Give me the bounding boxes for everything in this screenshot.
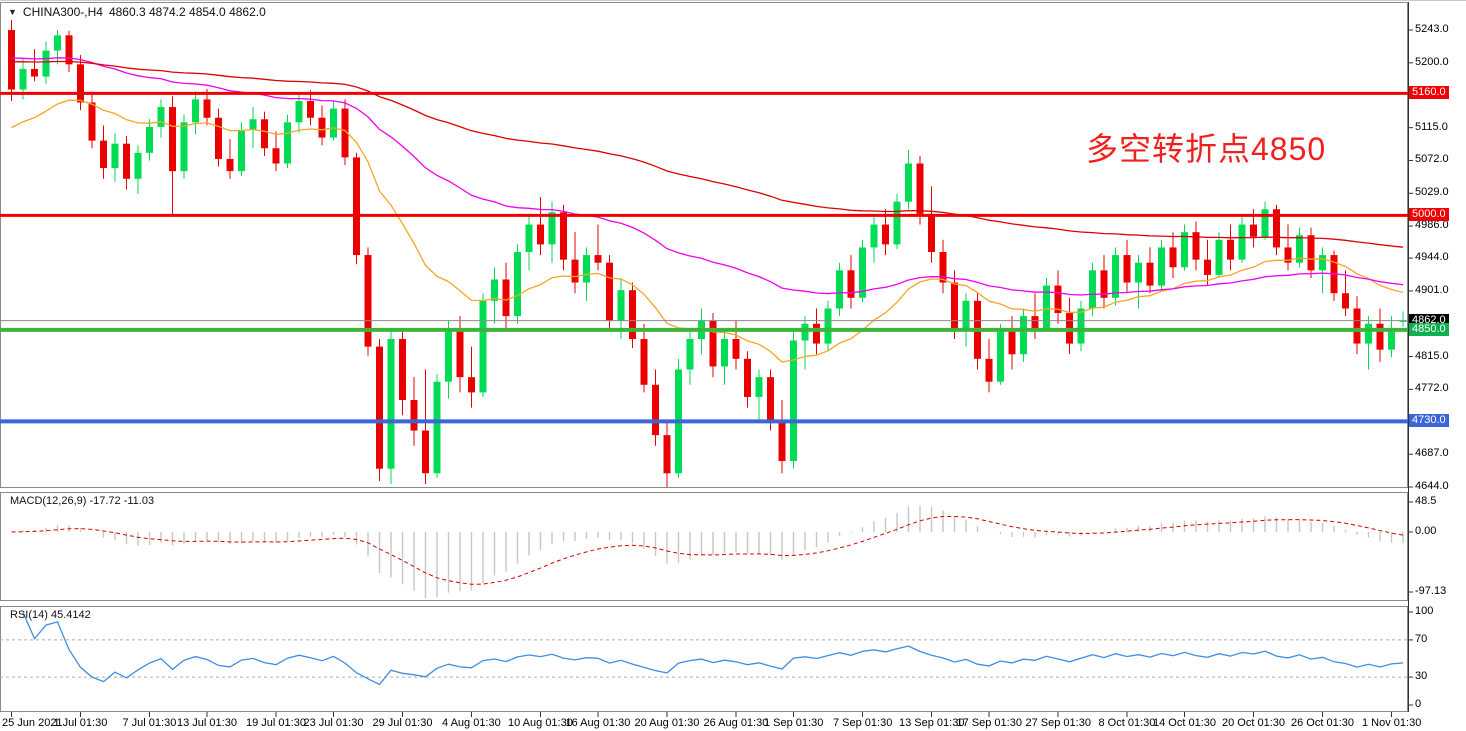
turning-point-annotation[interactable]: 多空转折点4850 (1086, 131, 1327, 167)
rsi-line (22, 612, 1404, 686)
macd-histogram (22, 505, 1404, 598)
macd-signal-line (11, 516, 1404, 585)
time-axis-label: 29 Jul 01:30 (372, 717, 433, 729)
price-axis-label: 5029.0 (1415, 186, 1449, 199)
price-axis-label: 5115.0 (1415, 120, 1448, 133)
rsi-axis-label: 100 (1415, 605, 1434, 617)
rsi-axis-label: 0 (1415, 698, 1422, 710)
time-axis-label: 27 Sep 01:30 (1025, 717, 1091, 729)
price-badge-4850: 4850.0 (1409, 322, 1449, 336)
rsi-axis-label: 30 (1415, 670, 1428, 683)
price-axis-label: 5072.0 (1415, 153, 1449, 166)
candles-series (8, 20, 1407, 487)
time-axis-label: 26 Oct 01:30 (1291, 717, 1354, 729)
time-axis-label: 26 Aug 01:30 (703, 717, 769, 729)
price-axis-label: 4687.0 (1415, 447, 1449, 460)
price-axis-label: 4644.0 (1415, 480, 1449, 492)
macd-axis-label: 0.00 (1415, 524, 1437, 537)
time-axis-label: 17 Sep 01:30 (956, 717, 1022, 729)
time-axis-label: 20 Oct 01:30 (1222, 717, 1285, 729)
collapse-chart-icon[interactable]: ▼ (8, 7, 17, 17)
time-axis-label: 19 Jul 01:30 (246, 717, 306, 729)
ohlc-readout: 4860.3 4874.2 4854.0 4862.0 (108, 5, 266, 19)
price-axis-label: 4815.0 (1415, 349, 1449, 362)
time-axis-label: 23 Jul 01:30 (303, 717, 364, 729)
chart-title-bar: ▼ CHINA300-,H4 4860.3 4874.2 4854.0 4862… (8, 5, 266, 19)
price-axis-label: 4944.0 (1415, 251, 1449, 264)
price-axis-label: 4901.0 (1415, 283, 1449, 296)
time-axis-label: 1 Jul 01:30 (53, 717, 108, 729)
price-badge-4730: 4730.0 (1409, 414, 1449, 428)
time-axis-label: 1 Nov 01:30 (1362, 717, 1422, 729)
price-axis-label: 5243.0 (1415, 23, 1449, 35)
time-axis-label: 7 Jul 01:30 (122, 717, 177, 729)
time-axis-label: 14 Oct 01:30 (1153, 717, 1216, 729)
time-axis-label: 7 Sep 01:30 (833, 717, 893, 729)
price-badge-5000: 5000.0 (1409, 208, 1449, 222)
time-axis-label: 13 Sep 01:30 (899, 717, 965, 729)
price-axis-label: 4986.0 (1415, 219, 1449, 232)
time-axis-label: 25 Jun 2021 (2, 717, 63, 729)
macd-axis-label: 48.5 (1415, 495, 1437, 507)
price-axis-label: 4772.0 (1415, 382, 1449, 395)
time-axis-label: 4 Aug 01:30 (442, 717, 501, 729)
time-axis-label: 8 Oct 01:30 (1098, 717, 1156, 729)
price-badge-5160: 5160.0 (1409, 86, 1449, 100)
rsi-axis-label: 70 (1415, 632, 1428, 645)
time-axis-label: 20 Aug 01:30 (634, 717, 700, 729)
time-axis-label: 13 Jul 01:30 (177, 717, 237, 729)
symbol-title: CHINA300-,H4 (22, 5, 103, 19)
macd-axis-label: -97.13 (1415, 585, 1447, 597)
macd-indicator-label: MACD(12,26,9) -17.72 -11.03 (10, 495, 155, 507)
rsi-indicator-label: RSI(14) 45.4142 (10, 609, 91, 621)
ma-slow-red (11, 60, 1404, 248)
time-axis-label: 10 Aug 01:30 (508, 717, 573, 729)
time-axis-label: 1 Sep 01:30 (764, 717, 824, 729)
price-axis-label: 5200.0 (1415, 55, 1449, 68)
time-axis-label: 16 Aug 01:30 (565, 717, 631, 729)
